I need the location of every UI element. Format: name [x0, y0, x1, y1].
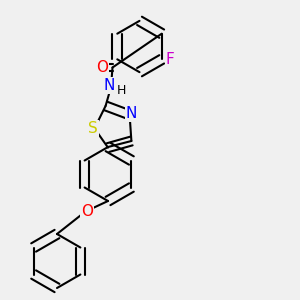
Text: O: O: [97, 60, 109, 75]
Text: N: N: [104, 78, 115, 93]
Text: S: S: [88, 121, 98, 136]
Text: H: H: [117, 83, 126, 97]
Text: N: N: [125, 106, 137, 121]
Text: O: O: [81, 204, 93, 219]
Text: F: F: [166, 52, 175, 67]
